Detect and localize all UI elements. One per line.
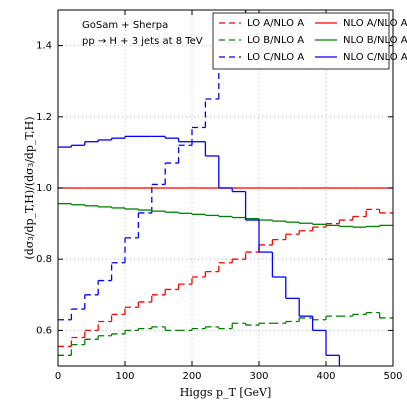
- y-tick-label: 0.6: [36, 325, 52, 336]
- x-tick-label: 500: [383, 371, 402, 382]
- y-tick-label: 1.2: [36, 112, 52, 123]
- legend-label: NLO A/NLO A: [343, 18, 407, 29]
- legend-label: LO C/NLO A: [247, 52, 304, 63]
- x-axis-label: Higgs p_T [GeV]: [180, 386, 272, 399]
- x-tick-label: 300: [249, 371, 268, 382]
- legend-label: LO B/NLO A: [247, 35, 304, 46]
- annotation: GoSam + Sherpa: [82, 20, 168, 31]
- x-tick-label: 100: [115, 371, 134, 382]
- y-tick-label: 1.0: [36, 183, 52, 194]
- y-axis-label: (dσ₃/dp_T,H)/(dσ₃/dp_T,H): [23, 117, 36, 260]
- legend-box: [212, 12, 390, 70]
- overlay: 0.6 0.8 1.0 1.2 1.4 0 100 200 300 400 500 LO A/NLO …: [23, 10, 407, 399]
- y-tick-label: 0.8: [36, 254, 52, 265]
- x-tick-label: 0: [55, 371, 61, 382]
- annotation: pp → H + 3 jets at 8 TeV: [82, 36, 203, 47]
- legend-label: NLO B/NLO A: [343, 35, 407, 46]
- x-tick-label: 200: [182, 371, 201, 382]
- plot-area: [58, 10, 393, 366]
- legend-label: NLO C/NLO A: [343, 52, 407, 63]
- y-tick-label: 1.4: [36, 41, 52, 52]
- x-tick-label: 400: [316, 371, 335, 382]
- legend-label: LO A/NLO A: [247, 18, 304, 29]
